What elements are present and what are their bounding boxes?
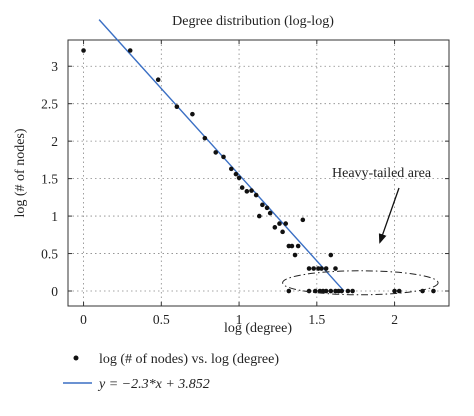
data-point [174, 104, 180, 109]
data-point [253, 192, 259, 198]
chart-title: Degree distribution (log-log) [172, 14, 334, 29]
y-tick-label: 0.5 [41, 247, 58, 262]
y-axis-title: log (# of nodes) [13, 128, 28, 217]
plot-frame [67, 39, 450, 307]
data-point [306, 288, 312, 294]
data-point [233, 171, 239, 177]
y-tick-label: 1.5 [41, 172, 58, 187]
y-tick-label: 0 [51, 284, 58, 299]
data-point [333, 266, 338, 271]
data-point [345, 288, 351, 294]
data-point [339, 288, 344, 294]
data-point [264, 205, 270, 211]
data-point [392, 288, 397, 294]
data-point [431, 288, 436, 294]
data-point [272, 225, 278, 230]
data-point [396, 288, 402, 294]
data-point [328, 288, 334, 294]
data-point [228, 166, 234, 172]
data-point [280, 229, 285, 235]
data-point [350, 288, 355, 294]
data-point [328, 252, 334, 258]
data-point [295, 243, 301, 249]
legend-label-fit: y = −2.3*x + 3.852 [97, 377, 210, 392]
annotation: Heavy-tailed area [282, 166, 439, 296]
y-axis: 0 0.5 1 1.5 2 2.5 3 [41, 59, 449, 299]
annotation-arrow [378, 187, 400, 244]
x-tick-label: 0.5 [153, 312, 170, 327]
data-point [202, 135, 208, 141]
data-point [286, 288, 292, 294]
data-point [306, 266, 312, 271]
legend: log (# of nodes) vs. log (degree) y = −2.… [63, 352, 279, 392]
y-tick-label: 2 [51, 134, 58, 149]
data-point [277, 221, 282, 226]
data-point [256, 213, 262, 219]
legend-point-marker [73, 355, 79, 361]
data-point [221, 154, 226, 160]
data-point [319, 266, 324, 271]
fit-line [98, 19, 345, 292]
data-point [267, 210, 273, 216]
plot-marks [81, 19, 436, 294]
legend-label-points: log (# of nodes) vs. log (degree) [99, 352, 279, 367]
x-tick-label: 0 [80, 312, 87, 327]
data-point [292, 252, 298, 258]
data-point [190, 111, 195, 117]
data-point [260, 202, 265, 208]
data-point [300, 217, 306, 223]
data-point [213, 150, 219, 155]
data-point [244, 189, 250, 194]
data-point [249, 188, 254, 193]
y-tick-label: 1 [51, 209, 58, 224]
x-axis-title: log (degree) [224, 321, 292, 336]
data-point [283, 221, 289, 226]
data-point [236, 175, 242, 181]
data-point [323, 288, 329, 294]
data-point [239, 185, 245, 190]
x-axis: 0 0.5 1 1.5 2 [80, 40, 398, 327]
data-point [127, 48, 133, 53]
x-tick-label: 1.5 [308, 312, 325, 327]
annotation-label: Heavy-tailed area [332, 166, 432, 181]
data-point [155, 77, 161, 83]
data-point [323, 266, 329, 271]
data-point [81, 48, 86, 53]
heavy-tail-ellipse [282, 270, 439, 296]
x-tick-label: 2 [391, 312, 398, 327]
data-point [311, 266, 317, 271]
y-tick-label: 2.5 [41, 97, 58, 112]
data-point [289, 243, 295, 249]
x-tick-label: 1 [236, 312, 243, 327]
y-tick-label: 3 [51, 59, 58, 74]
